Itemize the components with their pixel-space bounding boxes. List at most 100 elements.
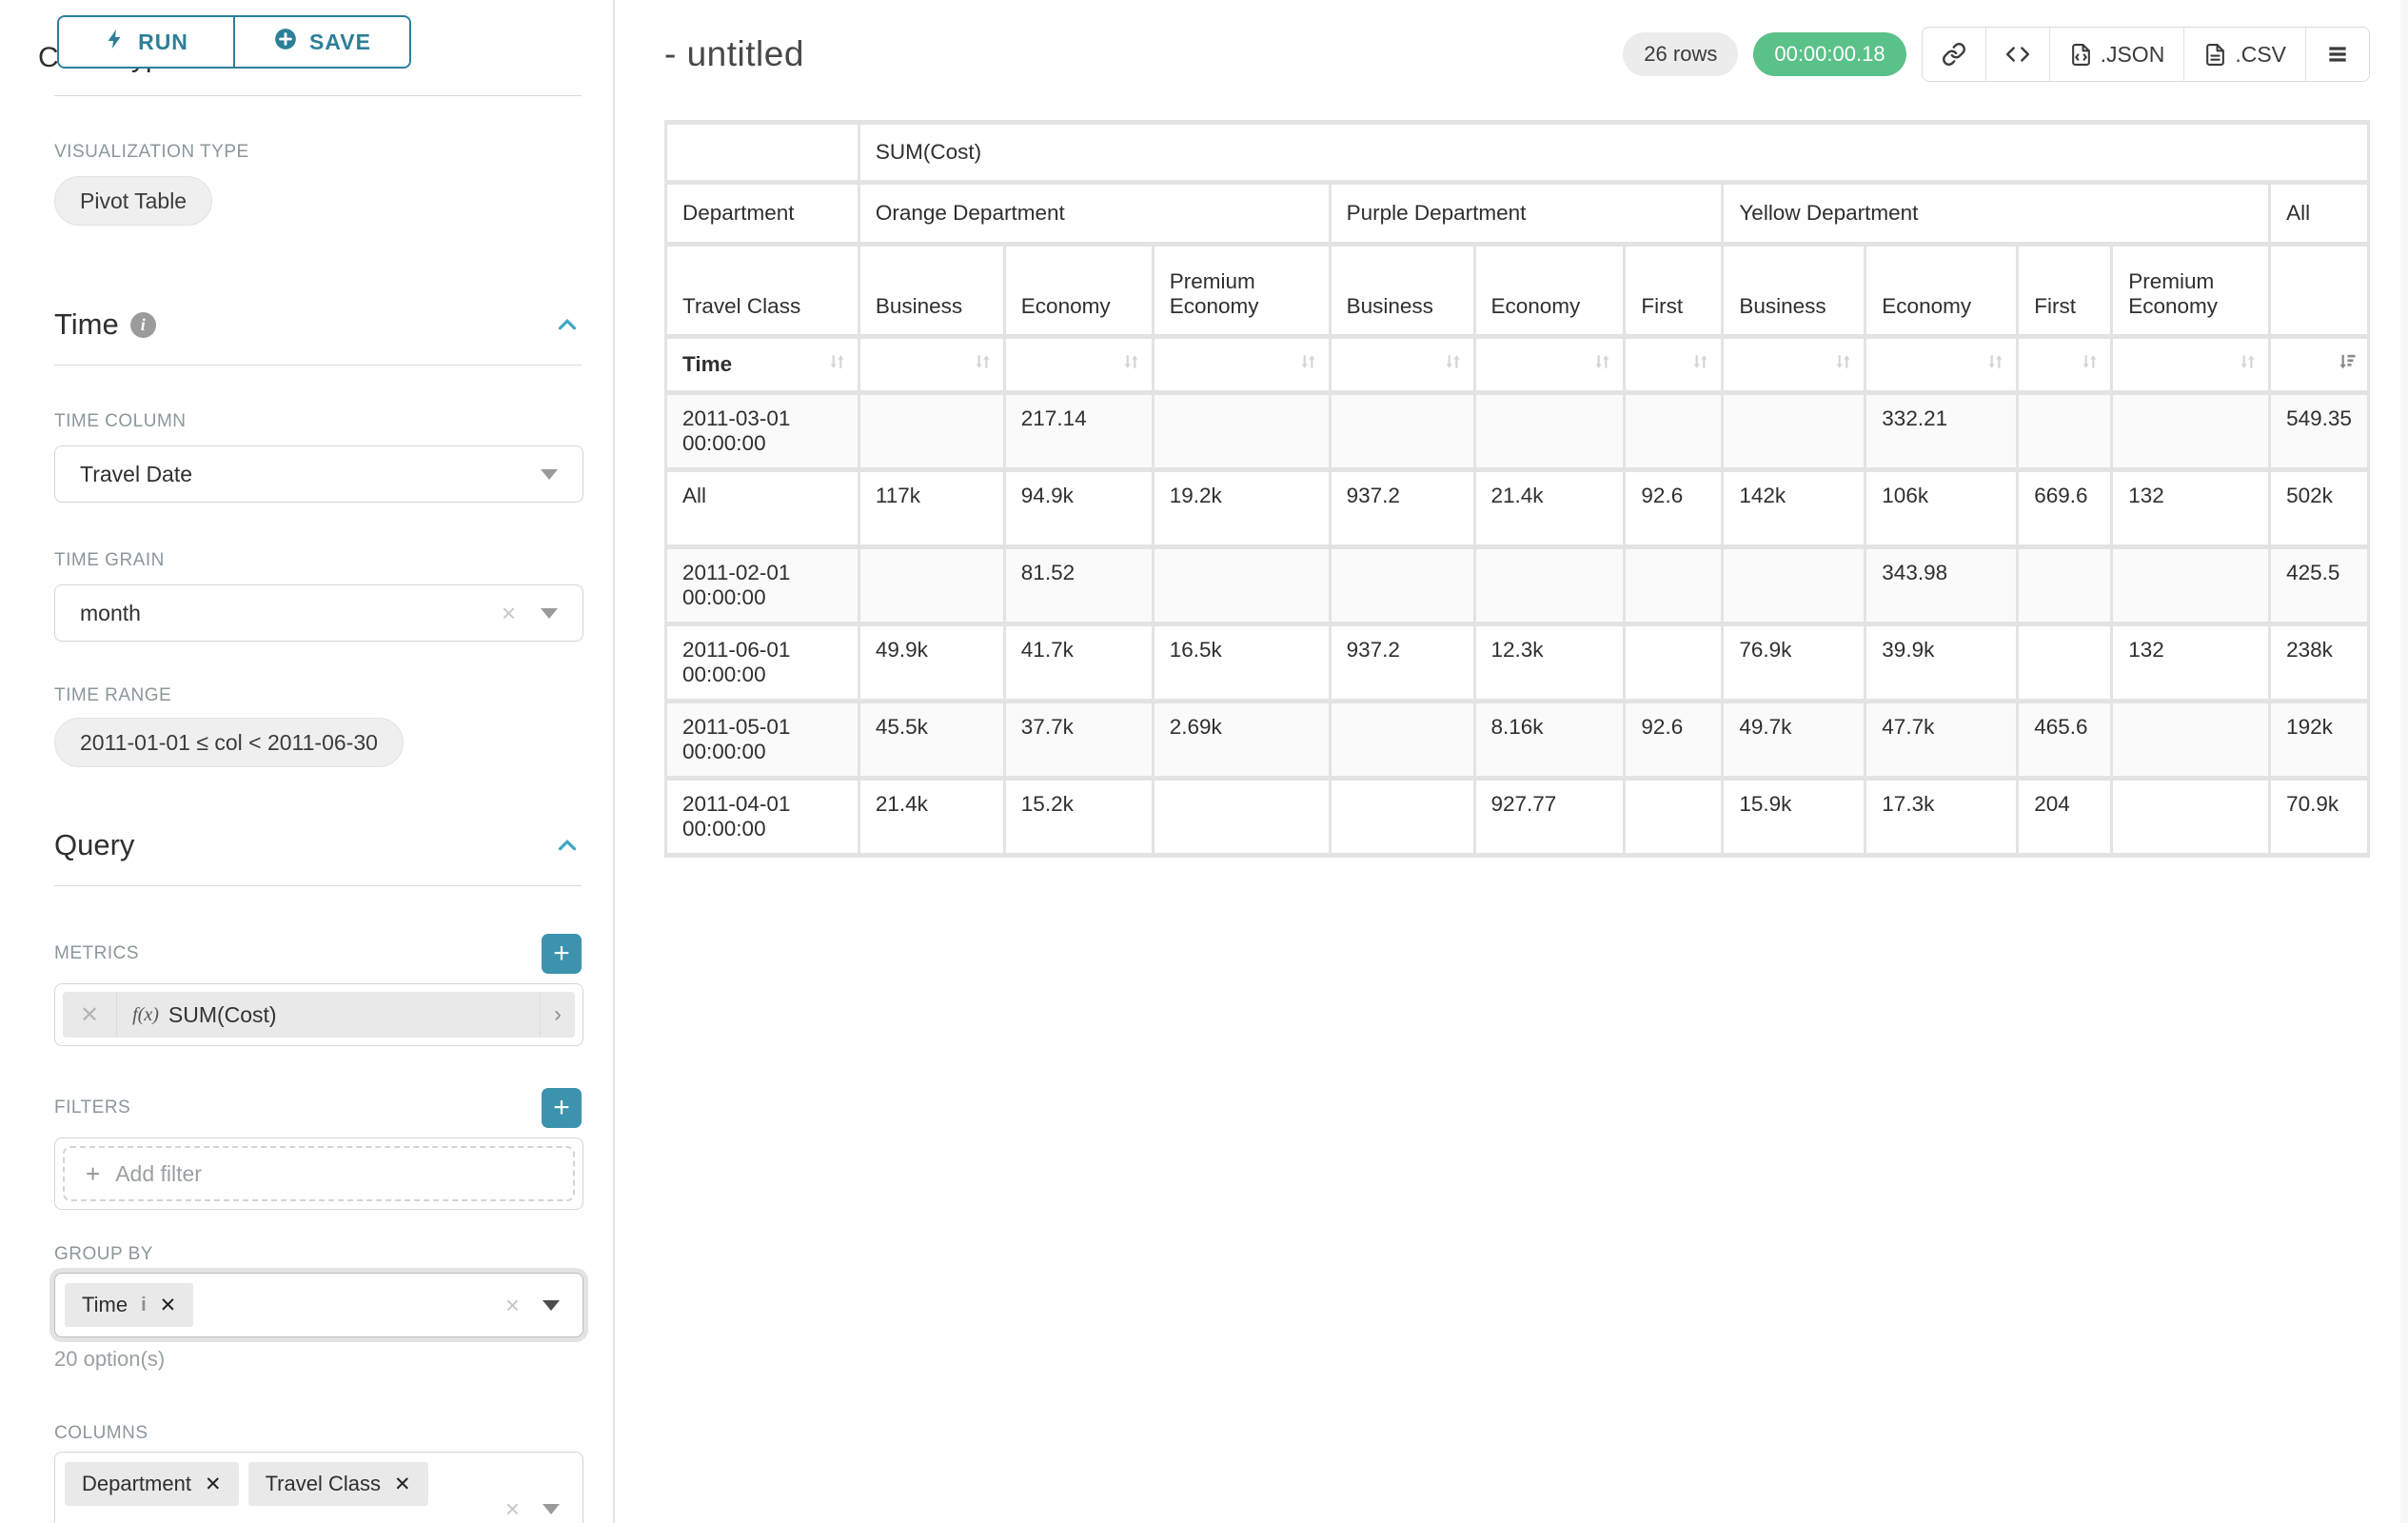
query-section-header[interactable]: Query [54,828,582,862]
sort-row: Time [667,339,2367,390]
section-divider [54,885,582,886]
sort-icon[interactable] [1832,351,1854,379]
menu-button[interactable] [2306,28,2369,81]
group-by-label: GROUP BY [54,1244,153,1264]
run-button[interactable]: RUN [59,17,235,67]
travel-class-header: Business [859,247,1003,334]
table-row: 2011-04-01 00:00:00 21.4k 15.2k 927.77 15.9k… [667,781,2367,853]
sort-icon[interactable] [1591,351,1613,379]
export-button-group: .JSON .CSV [1921,27,2370,82]
sort-icon[interactable] [1689,351,1711,379]
value-cell [1331,395,1473,467]
group-by-select[interactable]: Time i ✕ × [54,1273,583,1337]
chart-title[interactable]: - untitled [664,34,804,73]
csv-file-icon [2206,43,2225,66]
column-sort-header[interactable] [1626,339,1722,390]
value-cell: 132 [2113,472,2269,544]
export-csv-button[interactable]: .CSV [2184,28,2306,81]
value-cell [1331,549,1473,622]
columns-chip[interactable]: Department ✕ [65,1462,239,1506]
pivot-table-container: SUM(Cost) Department Orange Department Purp… [664,120,2370,858]
column-sort-header[interactable] [2271,339,2367,390]
clear-icon[interactable]: × [504,1494,520,1523]
remove-metric-icon[interactable]: ✕ [63,992,118,1038]
travel-class-header: Economy [1475,247,1624,334]
value-cell: 204 [2019,781,2111,853]
sort-icon[interactable] [1442,351,1464,379]
view-query-button[interactable] [1985,28,2050,81]
department-header-row: Department Orange Department Purple Depart… [667,185,2367,242]
column-sort-header[interactable] [2019,339,2111,390]
value-cell: 21.4k [859,781,1003,853]
time-section-header[interactable]: Time i [54,307,582,342]
column-sort-header[interactable] [1005,339,1152,390]
column-sort-header[interactable] [859,339,1003,390]
column-sort-header[interactable] [2113,339,2269,390]
value-cell: 19.2k [1154,472,1329,544]
metrics-box: ✕ f(x) SUM(Cost) › [54,983,583,1046]
visualization-type-chip[interactable]: Pivot Table [54,176,213,226]
sort-icon[interactable] [1120,351,1142,379]
caret-down-icon [543,1503,560,1514]
save-button[interactable]: SAVE [235,17,409,67]
share-link-button[interactable] [1922,28,1986,81]
export-json-button[interactable]: .JSON [2049,28,2185,81]
columns-chip[interactable]: Travel Class ✕ [247,1462,428,1506]
page-scrollbar[interactable] [2400,0,2408,1523]
value-cell: 927.77 [1475,781,1624,853]
add-filter-button[interactable]: + Add filter [63,1146,575,1201]
sort-desc-icon[interactable] [2336,351,2358,379]
value-cell: 16.5k [1154,626,1329,699]
row-label: 2011-02-01 00:00:00 [667,549,858,622]
time-sort-header[interactable]: Time [667,339,858,390]
value-cell [1626,395,1722,467]
time-section-title: Time [54,307,119,341]
value-cell [1475,395,1624,467]
value-cell [2113,549,2269,622]
sort-icon[interactable] [1297,351,1319,379]
value-cell [1154,549,1329,622]
filters-label: FILTERS [54,1098,131,1118]
sort-icon[interactable] [826,351,848,379]
remove-chip-icon[interactable]: ✕ [159,1294,177,1316]
chevron-up-icon[interactable] [553,310,582,339]
time-range-chip[interactable]: 2011-01-01 ≤ col < 2011-06-30 [54,718,404,767]
add-filter-plus-button[interactable]: + [542,1088,582,1128]
chart-panel: - untitled 26 rows 00:00:00.18 .JSON [615,0,2408,1523]
chevron-up-icon[interactable] [553,831,582,860]
value-cell: 39.9k [1866,626,2017,699]
table-row: All 117k 94.9k 19.2k 937.2 21.4k 92.6 142k 106k 6… [667,472,2367,544]
remove-chip-icon[interactable]: ✕ [394,1473,411,1495]
travel-class-header-row: Travel Class Business Economy Premium Econo… [667,247,2367,334]
columns-select[interactable]: Department ✕ Travel Class ✕ × [54,1452,583,1523]
value-cell [859,549,1003,622]
row-label: 2011-03-01 00:00:00 [667,395,858,467]
value-cell [1154,781,1329,853]
value-cell [1331,703,1473,776]
travel-class-header: First [1626,247,1722,334]
column-sort-header[interactable] [1154,339,1329,390]
clear-icon[interactable]: × [501,599,516,627]
value-cell: 70.9k [2271,781,2367,853]
time-column-select[interactable]: Travel Date [54,445,583,503]
sort-icon[interactable] [2079,351,2101,379]
add-metric-button[interactable]: + [542,934,582,974]
caret-down-icon [543,1299,560,1311]
row-count-badge: 26 rows [1623,32,1739,76]
value-cell: 17.3k [1866,781,2017,853]
column-sort-header[interactable] [1475,339,1624,390]
column-sort-header[interactable] [1331,339,1473,390]
sort-icon[interactable] [2237,351,2259,379]
sort-icon[interactable] [972,351,994,379]
time-grain-select[interactable]: month × [54,584,583,642]
sort-icon[interactable] [1984,351,2006,379]
chart-type-collapse-icon[interactable] [527,61,567,74]
clear-icon[interactable]: × [504,1291,520,1319]
chevron-right-icon[interactable]: › [540,992,575,1038]
group-by-chip[interactable]: Time i ✕ [65,1283,194,1327]
metric-item[interactable]: ✕ f(x) SUM(Cost) › [63,992,575,1038]
remove-chip-icon[interactable]: ✕ [204,1473,222,1495]
column-sort-header[interactable] [1724,339,1865,390]
column-sort-header[interactable] [1866,339,2017,390]
metric-name: SUM(Cost) [168,1001,277,1027]
